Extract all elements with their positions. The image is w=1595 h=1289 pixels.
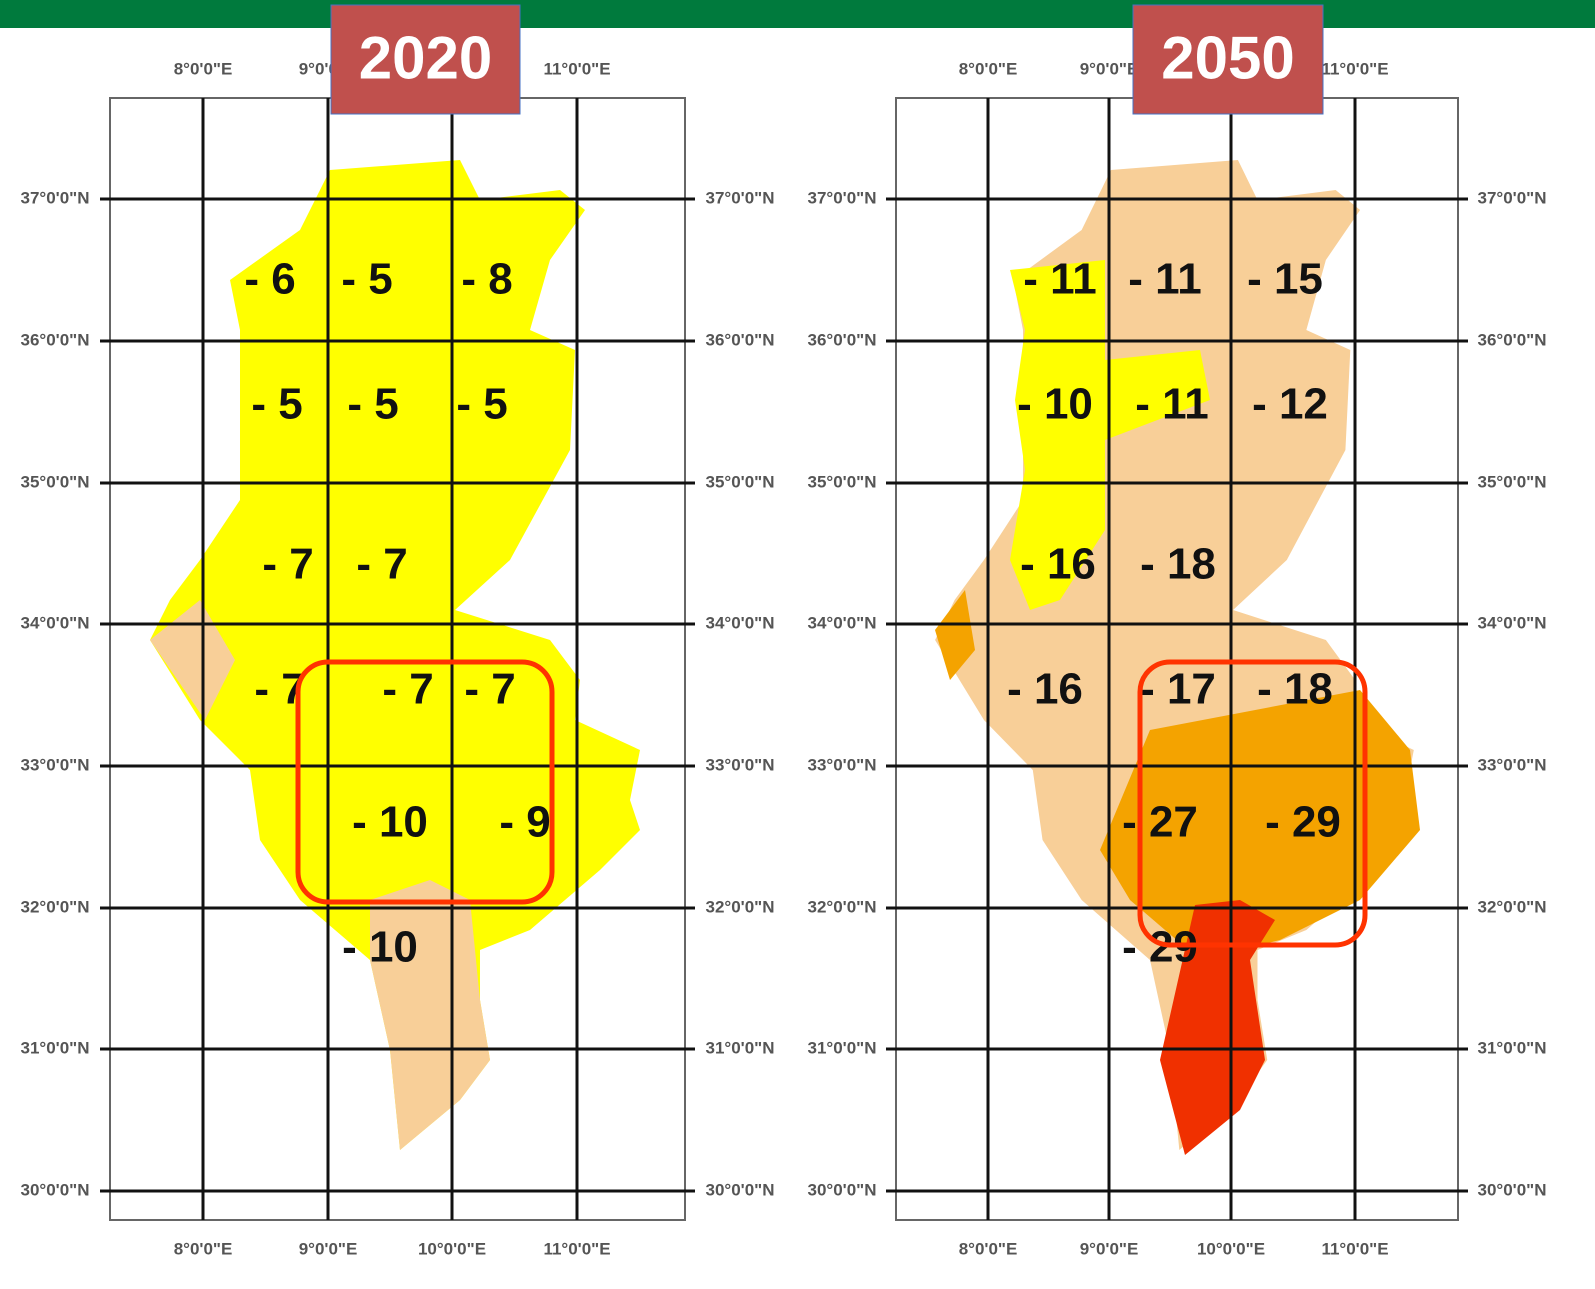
lat-label: 36°0'0"N [706, 330, 775, 349]
cell-value: - 29 [1265, 798, 1341, 847]
cell-value: - 7 [464, 665, 515, 714]
cell-value: - 17 [1140, 665, 1216, 714]
cell-value: - 7 [382, 665, 433, 714]
lat-label: 30°0'0"N [808, 1180, 877, 1199]
cell-value: - 11 [1023, 255, 1096, 304]
lon-label: 11°0'0"E [1321, 59, 1388, 78]
cell-value: - 10 [352, 798, 428, 847]
cell-value: - 8 [461, 255, 512, 304]
top-bar [0, 0, 1595, 28]
lon-label: 10°0'0"E [1197, 1239, 1265, 1258]
lat-label: 34°0'0"N [808, 613, 877, 632]
title-box [1132, 4, 1324, 115]
lon-label: 8°0'0"E [174, 1239, 233, 1258]
lon-label: 11°0'0"E [543, 59, 610, 78]
lat-label: 33°0'0"N [21, 755, 90, 774]
lat-label: 36°0'0"N [21, 330, 90, 349]
lat-label: 35°0'0"N [706, 472, 775, 491]
lat-label: 35°0'0"N [808, 472, 877, 491]
lat-label: 36°0'0"N [1478, 330, 1547, 349]
lat-label: 33°0'0"N [1478, 755, 1547, 774]
region-orange [1100, 690, 1420, 960]
lat-label: 36°0'0"N [808, 330, 877, 349]
lat-label: 34°0'0"N [706, 613, 775, 632]
lat-label: 37°0'0"N [21, 188, 90, 207]
cell-value: - 7 [356, 540, 407, 589]
lat-label: 30°0'0"N [21, 1180, 90, 1199]
lon-label: 9°0'0"E [299, 1239, 358, 1258]
lon-label: 11°0'0"E [543, 1239, 610, 1258]
lat-label: 32°0'0"N [808, 897, 877, 916]
cell-value: - 18 [1140, 540, 1216, 589]
lon-label: 8°0'0"E [959, 59, 1018, 78]
lat-label: 34°0'0"N [1478, 613, 1547, 632]
region-tan [370, 880, 490, 1150]
cell-value: - 10 [1017, 380, 1093, 429]
cell-value: - 16 [1020, 540, 1096, 589]
cell-value: - 5 [341, 255, 392, 304]
cell-value: - 9 [499, 798, 550, 847]
lat-label: 32°0'0"N [21, 897, 90, 916]
lat-label: 37°0'0"N [706, 188, 775, 207]
title-box [330, 4, 521, 115]
lat-label: 33°0'0"N [808, 755, 877, 774]
region-orange [935, 590, 975, 680]
lon-label: 10°0'0"E [418, 1239, 486, 1258]
cell-value: - 12 [1252, 380, 1328, 429]
cell-value: - 18 [1257, 665, 1333, 714]
highlight-box [295, 659, 555, 905]
lat-label: 32°0'0"N [1478, 897, 1547, 916]
region-red [1160, 900, 1275, 1155]
lon-label: 11°0'0"E [1321, 1239, 1388, 1258]
lat-label: 30°0'0"N [1478, 1180, 1547, 1199]
lat-label: 31°0'0"N [808, 1038, 877, 1057]
cell-value: - 11 [1128, 255, 1201, 304]
lat-label: 35°0'0"N [1478, 472, 1547, 491]
cell-value: - 5 [456, 380, 507, 429]
highlight-box [1137, 659, 1368, 948]
lat-label: 35°0'0"N [21, 472, 90, 491]
lat-label: 32°0'0"N [706, 897, 775, 916]
cell-value: - 7 [262, 540, 313, 589]
lat-label: 37°0'0"N [808, 188, 877, 207]
cell-value: - 5 [251, 380, 302, 429]
lon-label: 8°0'0"E [174, 59, 233, 78]
lat-label: 33°0'0"N [706, 755, 775, 774]
lat-label: 30°0'0"N [706, 1180, 775, 1199]
map-title: 2050 [1161, 24, 1294, 91]
cell-value: - 5 [347, 380, 398, 429]
region-tan [150, 600, 235, 720]
map-title: 2020 [359, 24, 492, 91]
cell-value: - 16 [1007, 665, 1083, 714]
lat-label: 31°0'0"N [21, 1038, 90, 1057]
lon-label: 9°0'0"E [1080, 1239, 1139, 1258]
cell-value: - 6 [244, 255, 295, 304]
cell-value: - 11 [1135, 380, 1208, 429]
lat-label: 31°0'0"N [706, 1038, 775, 1057]
lon-label: 9°0'0"E [1080, 59, 1139, 78]
cell-value: - 15 [1247, 255, 1323, 304]
lat-label: 34°0'0"N [21, 613, 90, 632]
lon-label: 8°0'0"E [959, 1239, 1018, 1258]
lat-label: 31°0'0"N [1478, 1038, 1547, 1057]
cell-value: - 10 [342, 923, 418, 972]
lat-label: 37°0'0"N [1478, 188, 1547, 207]
cell-value: - 27 [1122, 798, 1198, 847]
